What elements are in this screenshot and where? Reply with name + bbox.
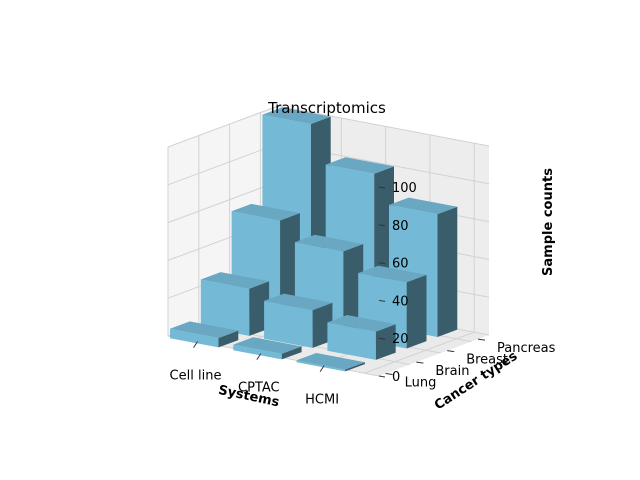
bar-front-face <box>200 279 250 336</box>
z-tick-mark <box>378 224 386 227</box>
x-tick-label: Cell line <box>170 369 222 384</box>
bar-hcmi-lung <box>296 353 365 372</box>
bar-top-face <box>233 337 302 354</box>
bar-top-face <box>327 315 396 332</box>
z-tick-label: 0 <box>392 370 400 385</box>
bar-side-face <box>437 206 458 337</box>
y-tick-mark <box>477 338 486 341</box>
x-tick-label: CPTAC <box>238 381 280 396</box>
bar-top-face <box>170 321 239 338</box>
bar-side-face <box>218 330 239 348</box>
bar-side-face <box>281 346 302 360</box>
y-tick-mark <box>447 350 455 353</box>
bar-top-face <box>296 353 365 370</box>
bar-top-face <box>231 203 300 221</box>
bar-top-face <box>294 234 364 252</box>
bar-top-face <box>389 197 458 215</box>
grid-back-z <box>277 105 490 147</box>
grid-left-z <box>167 105 279 148</box>
z-tick-mark <box>378 186 386 189</box>
y-tick-mark <box>385 373 393 375</box>
z-tick-mark <box>378 262 386 265</box>
x-tick-label: HCMI <box>305 393 339 408</box>
bar-front-face <box>233 344 282 360</box>
bar-side-face <box>345 362 365 372</box>
z-tick-label: 20 <box>392 332 409 347</box>
y-tick-label: Lung <box>405 376 437 391</box>
bar-top-face <box>262 107 331 124</box>
y-tick-label: Pancreas <box>497 341 556 356</box>
bar-cell-line-brain <box>200 272 270 336</box>
z-tick-mark <box>378 299 386 302</box>
bar-front-face <box>296 360 346 372</box>
bar-front-face <box>170 328 219 348</box>
bar-front-face <box>327 322 376 360</box>
bar-hcmi-brain <box>327 315 396 360</box>
x-tick-mark <box>256 353 262 360</box>
y-tick-label: Breast <box>466 353 508 368</box>
x-tick-mark <box>193 341 198 348</box>
bar-top-face <box>264 293 333 311</box>
z-tick-label: 40 <box>392 294 409 309</box>
bar-side-face <box>375 324 396 360</box>
z-tick-label: 80 <box>392 219 409 234</box>
z-tick-label: 60 <box>392 257 409 272</box>
z-tick-label: 100 <box>392 181 417 196</box>
grid-left-z <box>167 181 279 224</box>
bar-top-face <box>325 157 394 174</box>
x-tick-mark <box>319 365 325 372</box>
bar-top-face <box>358 265 427 283</box>
bar-side-face <box>406 274 427 349</box>
z-axis-label: Sample counts <box>541 168 556 276</box>
bars <box>170 107 458 372</box>
y-tick-mark <box>416 361 424 364</box>
tick-marks: 0 20 40 60 80 100 Cell line CPTAC HCMI LungBrainB… <box>170 181 556 408</box>
bar-cptac-brain <box>264 293 333 348</box>
bar-front-face <box>264 300 313 348</box>
y-tick-label: Brain <box>435 364 469 379</box>
chart-title: Transcriptomics <box>267 99 386 117</box>
bar-cptac-lung <box>233 337 302 360</box>
z-tick-mark <box>378 337 386 340</box>
bar-cell-line-lung <box>170 321 239 348</box>
z-tick-mark <box>378 375 386 378</box>
grid-left-z <box>167 143 279 186</box>
bar-top-face <box>200 272 270 289</box>
